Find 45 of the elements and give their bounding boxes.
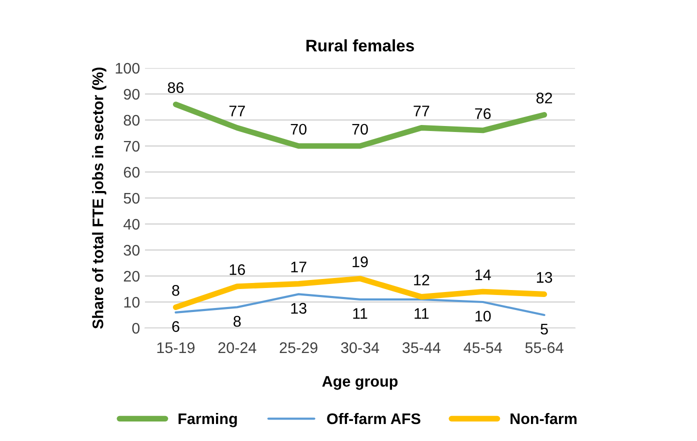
data-label: 13 [291, 302, 306, 314]
y-tick-label: 40 [124, 218, 140, 230]
data-label: 77 [229, 106, 245, 116]
data-label: 6 [172, 321, 180, 332]
y-tick-label: 90 [124, 88, 140, 100]
y-axis-title: Share of total FTE jobs in sector (%) [92, 68, 106, 329]
x-tick-label: 35-44 [402, 342, 441, 354]
x-tick-label: 15-19 [157, 342, 195, 354]
data-label: 82 [536, 92, 552, 104]
x-tick-label: 30-34 [341, 342, 380, 354]
legend-label: Off-farm AFS [327, 412, 420, 424]
y-tick-label: 100 [116, 62, 140, 74]
data-label: 17 [291, 262, 306, 272]
chart-title: Rural females [306, 39, 414, 52]
legend-label: Non-farm [510, 412, 577, 424]
data-label: 10 [476, 310, 491, 322]
x-tick-label: 55-64 [525, 342, 564, 354]
data-label: 76 [475, 108, 491, 120]
y-tick-label: 80 [124, 114, 140, 126]
x-tick-label: 45-54 [464, 342, 502, 354]
legend-label: Farming [178, 412, 237, 428]
data-label: 70 [290, 124, 306, 135]
y-tick-label: 10 [124, 296, 140, 308]
data-label: 19 [352, 256, 368, 268]
y-tick-label: 70 [124, 140, 140, 152]
y-tick-label: 60 [124, 166, 140, 178]
y-tick-label: 0 [132, 322, 140, 334]
y-tick-label: 20 [124, 270, 140, 282]
data-label: 11 [414, 308, 429, 319]
x-axis-title: Age group [322, 376, 398, 390]
data-label: 8 [172, 285, 180, 296]
x-tick-label: 20-24 [218, 342, 256, 354]
y-tick-label: 50 [124, 192, 140, 204]
data-label: 5 [540, 324, 548, 335]
data-label: 70 [352, 124, 368, 135]
data-label: 8 [234, 316, 241, 327]
data-label: 14 [476, 270, 491, 280]
data-label: 11 [353, 308, 368, 319]
data-label: 86 [168, 82, 184, 94]
data-label: 13 [536, 272, 552, 283]
x-tick-label: 25-29 [280, 342, 318, 354]
data-label: 12 [414, 274, 430, 286]
data-label: 16 [230, 264, 245, 276]
y-tick-label: 30 [124, 244, 140, 256]
data-label: 77 [414, 106, 430, 116]
